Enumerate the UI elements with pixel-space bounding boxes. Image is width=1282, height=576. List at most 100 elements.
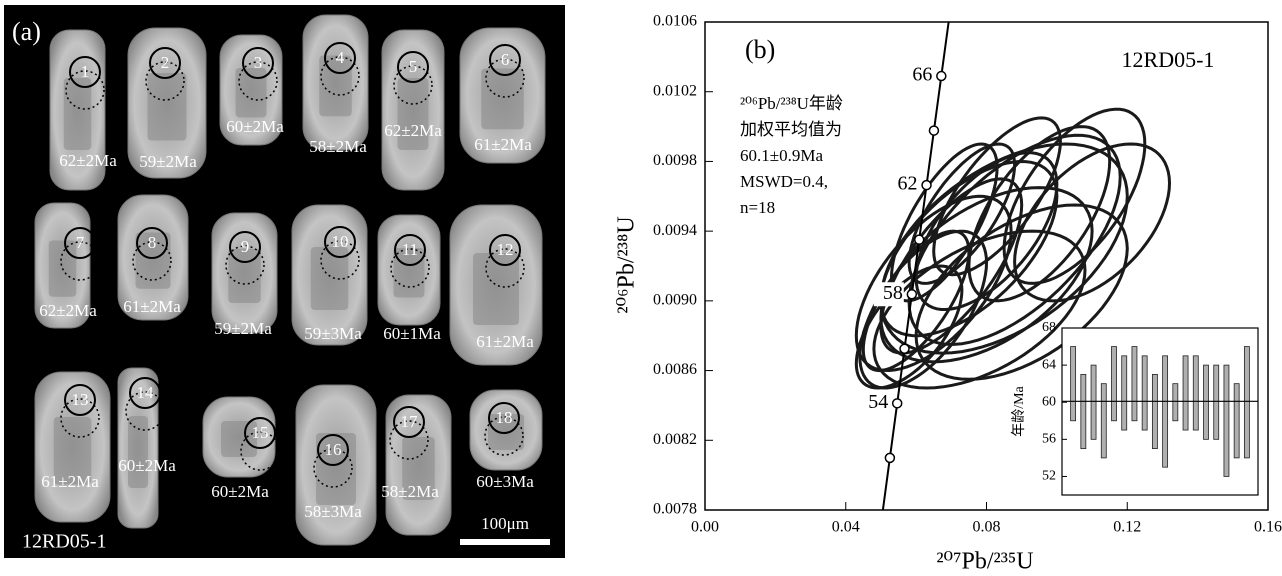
hf-spot bbox=[145, 61, 185, 101]
hf-spot bbox=[60, 398, 100, 438]
spot-age: 59±2Ma bbox=[214, 319, 272, 338]
x-tick-label: 0.16 bbox=[1254, 519, 1282, 536]
error-ellipse bbox=[872, 229, 1087, 390]
zircon-zoning bbox=[319, 55, 352, 117]
age-bar bbox=[1162, 355, 1169, 468]
error-ellipse bbox=[854, 264, 964, 390]
age-marker bbox=[928, 125, 940, 136]
analysis-spot bbox=[393, 406, 425, 438]
hf-spot bbox=[313, 448, 353, 488]
age-label: 62 bbox=[898, 173, 918, 195]
y-tick-label: 0.0106 bbox=[653, 13, 697, 30]
spot-number: 4 bbox=[336, 48, 345, 67]
spot-age: 58±2Ma bbox=[381, 482, 439, 501]
analysis-spot bbox=[397, 51, 429, 83]
spot-number: 11 bbox=[402, 240, 418, 259]
sample-label: 12RD05-1 bbox=[22, 531, 106, 553]
hf-spot bbox=[60, 241, 100, 281]
analysis-spot bbox=[129, 377, 161, 409]
analysis-spot bbox=[324, 226, 356, 258]
hf-spot bbox=[320, 56, 360, 96]
concordia-curve bbox=[888, 75, 943, 459]
spot-number: 14 bbox=[137, 383, 155, 402]
x-tick-label: 0.04 bbox=[832, 519, 860, 536]
hf-spot bbox=[393, 65, 433, 105]
scale-bar bbox=[460, 539, 550, 545]
age-bar bbox=[1213, 364, 1220, 440]
age-bar bbox=[1141, 355, 1148, 431]
age-label-background bbox=[873, 282, 904, 307]
y-tick-label: 64 bbox=[1042, 357, 1056, 372]
age-marker bbox=[906, 288, 918, 300]
annotation: n=18 bbox=[740, 198, 775, 217]
x-tick-label: 0.00 bbox=[691, 519, 719, 536]
error-ellipse bbox=[879, 186, 1094, 364]
y-tick-label: 56 bbox=[1042, 432, 1056, 447]
annotation: 60.1±0.9Ma bbox=[740, 146, 823, 165]
error-ellipse bbox=[861, 229, 971, 373]
age-label: 54 bbox=[868, 391, 888, 413]
error-ellipse bbox=[932, 116, 1062, 277]
analysis-spot bbox=[317, 434, 349, 466]
spot-age: 60±1Ma bbox=[383, 324, 441, 343]
spot-age: 61±2Ma bbox=[476, 332, 534, 351]
y-axis-label: ²⁰⁶Pb/²³⁸U bbox=[614, 216, 640, 313]
age-label-background bbox=[859, 391, 890, 416]
zircon-zoning bbox=[402, 437, 435, 500]
spot-age: 61±2Ma bbox=[41, 472, 99, 491]
y-tick-label: 0.0102 bbox=[653, 82, 697, 99]
age-bar bbox=[1070, 346, 1077, 422]
age-label-background bbox=[903, 64, 934, 89]
analysis-spot bbox=[64, 384, 96, 416]
analysis-spot bbox=[229, 231, 261, 263]
y-tick-label: 0.0098 bbox=[653, 152, 697, 169]
error-ellipse bbox=[907, 133, 1122, 346]
y-axis-label: 年龄/Ma bbox=[1011, 385, 1027, 436]
age-marker bbox=[921, 179, 932, 191]
spot-number: 3 bbox=[254, 53, 263, 72]
x-tick-label: 0.12 bbox=[1113, 519, 1141, 536]
spot-age: 60±2Ma bbox=[118, 456, 176, 475]
analysis-spot bbox=[394, 234, 426, 266]
spot-age: 59±2Ma bbox=[139, 152, 197, 171]
age-bar bbox=[1243, 346, 1250, 459]
analysis-spot bbox=[64, 227, 96, 259]
zircon-zoning bbox=[481, 68, 524, 130]
y-tick-label: 0.0086 bbox=[653, 361, 697, 378]
age-bar bbox=[1121, 355, 1128, 431]
age-bar bbox=[1172, 383, 1179, 422]
hf-spot bbox=[125, 391, 165, 431]
age-label: 66 bbox=[912, 64, 932, 86]
analysis-spot bbox=[69, 56, 101, 88]
spot-age: 60±2Ma bbox=[211, 482, 269, 501]
spot-age: 60±3Ma bbox=[476, 472, 534, 491]
annotation: 加权平均值为 bbox=[740, 120, 842, 139]
zircon-zoning bbox=[128, 416, 148, 488]
age-bar bbox=[1131, 346, 1138, 422]
age-marker bbox=[899, 343, 910, 355]
age-label-background bbox=[888, 173, 919, 198]
spot-age: 58±2Ma bbox=[309, 137, 367, 156]
age-bar bbox=[1151, 373, 1158, 450]
spot-age: 62±2Ma bbox=[59, 151, 117, 170]
zircon-zoning bbox=[393, 248, 425, 298]
error-ellipse bbox=[1002, 107, 1147, 285]
spot-number: 12 bbox=[497, 240, 514, 259]
analysis-spot bbox=[489, 44, 521, 76]
analysis-spot bbox=[488, 402, 520, 434]
sample-label: 12RD05-1 bbox=[1122, 47, 1215, 72]
hf-spot bbox=[389, 420, 429, 460]
age-bar bbox=[1233, 383, 1240, 459]
age-bar bbox=[1182, 355, 1189, 431]
error-ellipse bbox=[1013, 142, 1172, 303]
plot-overlay: 0.00 0.04 0.08 0.12 0.16 0.0078 0.0082 0.0086 0.… bbox=[653, 13, 1282, 536]
spot-age: 62±2Ma bbox=[384, 121, 442, 140]
error-ellipse bbox=[967, 125, 1112, 303]
age-marker bbox=[936, 70, 947, 82]
age-bar bbox=[1080, 373, 1087, 450]
concordia-extension bbox=[881, 457, 891, 510]
annotation: MSWD=0.4, bbox=[740, 172, 828, 191]
y-tick-label: 0.0078 bbox=[653, 501, 697, 518]
zircon-zoning bbox=[53, 417, 92, 485]
